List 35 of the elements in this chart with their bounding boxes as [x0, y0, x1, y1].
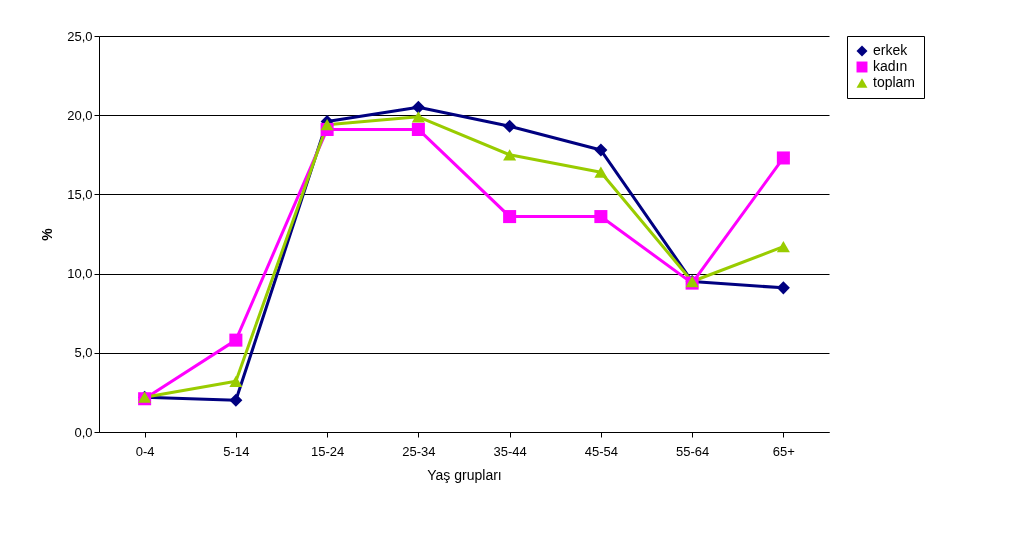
x-tick-label: 45-54 — [584, 443, 618, 459]
y-tick-label: 25,0 — [67, 28, 93, 44]
x-tick-label: 15-24 — [311, 443, 345, 459]
legend-label: kadın — [873, 58, 908, 74]
point — [503, 119, 517, 133]
legend-label: erkek — [873, 42, 909, 58]
y-tick-label: 0,0 — [74, 424, 93, 440]
point — [229, 375, 243, 387]
y-tick-label: 5,0 — [74, 345, 93, 361]
x-tick-label: 65+ — [772, 443, 795, 459]
point — [594, 166, 608, 178]
point — [594, 210, 608, 224]
point — [411, 100, 425, 114]
x-axis-title: Yaş grupları — [427, 466, 502, 483]
y-tick-label: 15,0 — [67, 186, 93, 202]
point — [411, 122, 425, 136]
y-tick-label: 10,0 — [67, 266, 93, 282]
point — [229, 393, 243, 407]
x-tick-label: 35-44 — [493, 443, 527, 459]
point — [776, 241, 790, 253]
point — [320, 119, 334, 131]
x-tick-label: 55-64 — [676, 443, 710, 459]
point — [503, 210, 517, 224]
x-tick-label: 0-4 — [135, 443, 155, 459]
x-tick-label: 5-14 — [223, 443, 250, 459]
point — [776, 281, 790, 295]
point — [411, 111, 425, 123]
y-tick-label: 20,0 — [67, 107, 93, 123]
legend-label: toplam — [873, 74, 916, 90]
y-axis-title: % — [39, 227, 56, 241]
point — [229, 333, 243, 347]
point — [503, 149, 517, 161]
point — [776, 151, 790, 165]
point — [594, 143, 608, 157]
x-tick-label: 25-34 — [402, 443, 436, 459]
